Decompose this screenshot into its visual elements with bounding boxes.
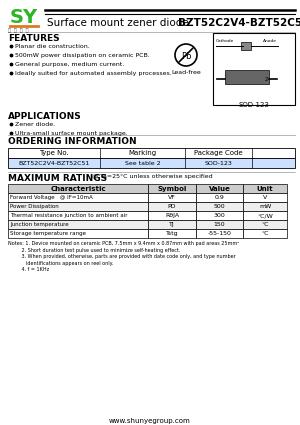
- Text: 0.9: 0.9: [214, 195, 224, 200]
- Text: Junction temperature: Junction temperature: [10, 222, 69, 227]
- Bar: [243, 193, 287, 202]
- Bar: [8, 211, 148, 220]
- Text: 信  晟  电  子: 信 晟 电 子: [8, 28, 28, 33]
- Text: SOD-123: SOD-123: [205, 161, 232, 165]
- Text: °C: °C: [261, 231, 269, 236]
- Bar: [243, 229, 287, 238]
- Text: 2: 2: [265, 77, 268, 82]
- Bar: [148, 184, 196, 193]
- Text: Zener diode.: Zener diode.: [15, 122, 55, 127]
- Text: MAXIMUM RATINGS: MAXIMUM RATINGS: [8, 174, 107, 183]
- Bar: [196, 184, 243, 193]
- Text: Power Dissipation: Power Dissipation: [10, 204, 59, 209]
- Text: Ideally suited for automated assembly processes.: Ideally suited for automated assembly pr…: [15, 71, 172, 76]
- Bar: [8, 193, 148, 202]
- Text: Lead-free: Lead-free: [171, 70, 201, 75]
- Text: Characteristic: Characteristic: [50, 185, 106, 192]
- Text: Ultra-small surface mount package.: Ultra-small surface mount package.: [15, 131, 128, 136]
- Text: BZT52C2V4-BZT52C51: BZT52C2V4-BZT52C51: [18, 161, 90, 165]
- Bar: [243, 211, 287, 220]
- Text: °C/W: °C/W: [257, 213, 273, 218]
- Text: V: V: [263, 195, 267, 200]
- Text: mW: mW: [259, 204, 271, 209]
- Text: Notes: 1. Device mounted on ceramic PCB, 7.5mm x 9.4mm x 0.87mm with pad areas 2: Notes: 1. Device mounted on ceramic PCB,…: [8, 241, 239, 246]
- Bar: [148, 220, 196, 229]
- Bar: [196, 211, 243, 220]
- Text: Value: Value: [208, 185, 230, 192]
- Text: 150: 150: [214, 222, 225, 227]
- Text: 300: 300: [214, 213, 225, 218]
- Text: www.shunyegroup.com: www.shunyegroup.com: [109, 418, 191, 424]
- Text: Thermal resistance junction to ambient air: Thermal resistance junction to ambient a…: [10, 213, 128, 218]
- Text: PD: PD: [168, 204, 176, 209]
- Text: Forward Voltage   @ IF=10mA: Forward Voltage @ IF=10mA: [10, 195, 93, 200]
- Text: RθJA: RθJA: [165, 213, 179, 218]
- Text: SY: SY: [10, 8, 38, 27]
- Text: 500mW power dissipation on ceramic PCB.: 500mW power dissipation on ceramic PCB.: [15, 53, 150, 58]
- Text: Cathode: Cathode: [216, 39, 234, 43]
- Text: Tstg: Tstg: [166, 231, 178, 236]
- Text: °C: °C: [261, 222, 269, 227]
- Text: Planar die construction.: Planar die construction.: [15, 44, 90, 49]
- Bar: [196, 229, 243, 238]
- Bar: [196, 193, 243, 202]
- Text: VF: VF: [168, 195, 176, 200]
- Text: Type No.: Type No.: [39, 150, 69, 156]
- Bar: [243, 184, 287, 193]
- Text: 2. Short duration test pulse used to minimize self-heating effect.: 2. Short duration test pulse used to min…: [8, 247, 180, 252]
- Bar: [196, 220, 243, 229]
- Text: Pb: Pb: [181, 52, 191, 61]
- Text: TJ: TJ: [169, 222, 175, 227]
- Text: 500: 500: [214, 204, 225, 209]
- Text: ORDERING INFORMATION: ORDERING INFORMATION: [8, 137, 136, 146]
- Text: @ Ta=25°C unless otherwise specified: @ Ta=25°C unless otherwise specified: [90, 174, 213, 179]
- Bar: [243, 202, 287, 211]
- Text: Anode: Anode: [263, 39, 277, 43]
- Text: Package Code: Package Code: [194, 150, 243, 156]
- Text: 4. f = 1KHz: 4. f = 1KHz: [8, 267, 49, 272]
- Bar: [225, 70, 269, 84]
- Text: Surface mount zener diode: Surface mount zener diode: [47, 18, 189, 28]
- Text: BZT52C2V4-BZT52C51: BZT52C2V4-BZT52C51: [178, 18, 300, 28]
- Text: -55-150: -55-150: [208, 231, 231, 236]
- Bar: [8, 229, 148, 238]
- Text: See table 2: See table 2: [125, 161, 160, 165]
- Text: APPLICATIONS: APPLICATIONS: [8, 112, 82, 121]
- Text: Symbol: Symbol: [157, 185, 187, 192]
- Bar: [196, 202, 243, 211]
- Bar: [8, 184, 148, 193]
- Text: FEATURES: FEATURES: [8, 34, 60, 43]
- Bar: [8, 202, 148, 211]
- Bar: [148, 229, 196, 238]
- Bar: [148, 193, 196, 202]
- Bar: [243, 220, 287, 229]
- Text: Unit: Unit: [257, 185, 273, 192]
- Bar: [8, 220, 148, 229]
- Text: identifications appears on reel only.: identifications appears on reel only.: [8, 261, 113, 266]
- Bar: [148, 211, 196, 220]
- Bar: [8, 148, 295, 158]
- Bar: [8, 158, 295, 168]
- Text: SOD-123: SOD-123: [238, 102, 269, 108]
- Text: General purpose, medium current.: General purpose, medium current.: [15, 62, 124, 67]
- Bar: [148, 202, 196, 211]
- Text: Marking: Marking: [128, 150, 157, 156]
- Bar: [213, 33, 295, 105]
- Bar: [241, 42, 251, 50]
- Text: 3. When provided, otherwise, parts are provided with date code only, and type nu: 3. When provided, otherwise, parts are p…: [8, 254, 236, 259]
- Text: Storage temperature range: Storage temperature range: [10, 231, 86, 236]
